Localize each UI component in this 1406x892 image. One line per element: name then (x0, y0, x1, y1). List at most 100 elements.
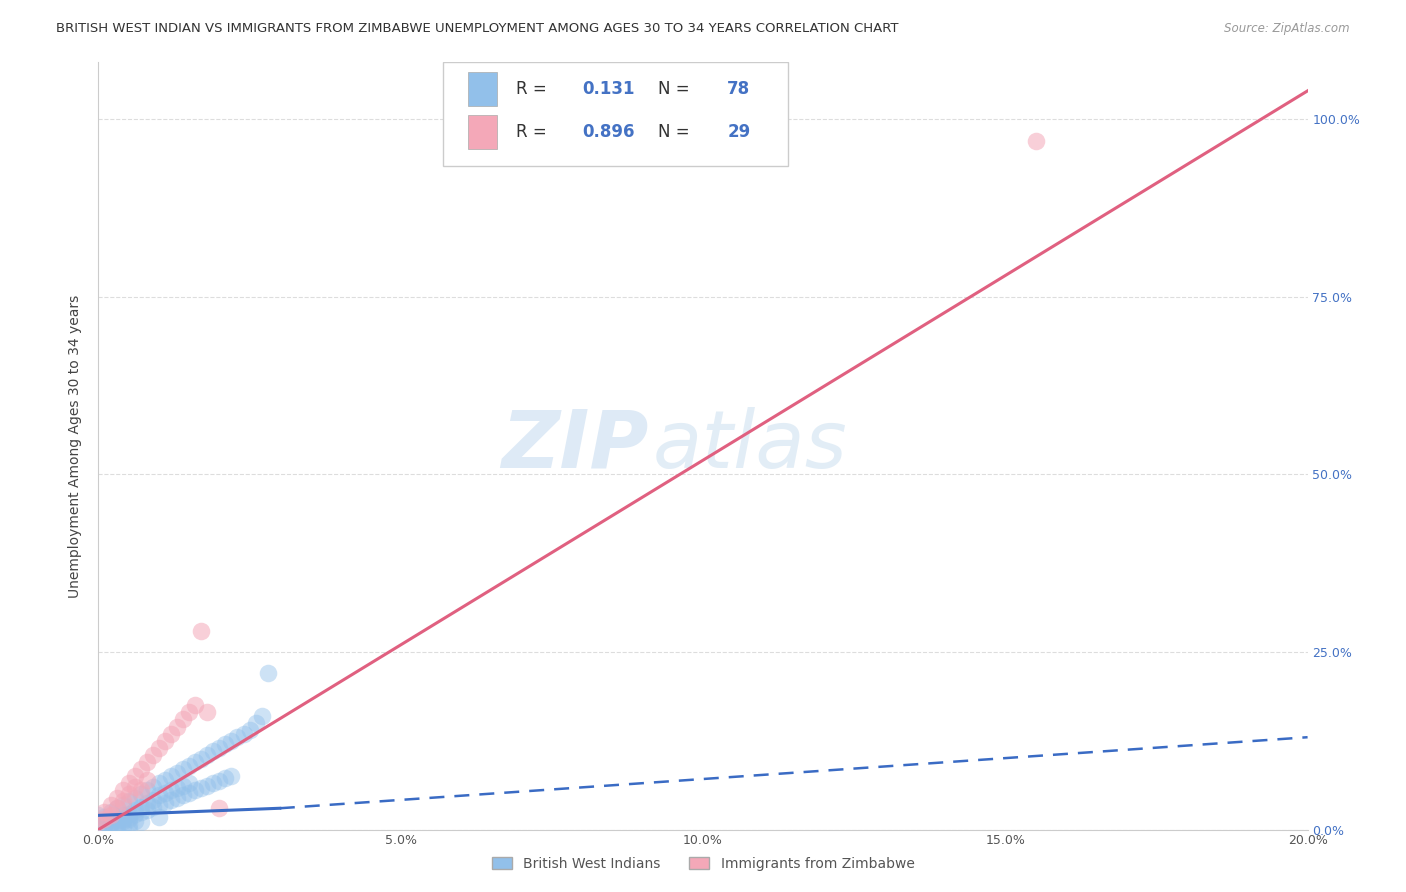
Point (87, 815, 110, 830)
Point (142, 800, 165, 814)
Point (184, 755, 207, 769)
Text: BRITISH WEST INDIAN VS IMMIGRANTS FROM ZIMBABWE UNEMPLOYMENT AMONG AGES 30 TO 34: BRITISH WEST INDIAN VS IMMIGRANTS FROM Z… (56, 22, 898, 36)
Point (202, 776, 225, 790)
Text: 0.131: 0.131 (582, 80, 634, 98)
FancyBboxPatch shape (443, 62, 787, 166)
Point (256, 666, 278, 681)
Point (214, 737, 236, 751)
Point (153, 772, 176, 787)
Point (111, 820, 134, 834)
Point (124, 769, 146, 783)
Point (208, 740, 231, 755)
Point (135, 783, 157, 797)
Point (105, 801, 128, 815)
Point (184, 698, 207, 713)
Point (105, 801, 128, 815)
Point (172, 779, 194, 793)
Point (214, 772, 236, 786)
Point (195, 706, 218, 720)
Point (111, 797, 134, 812)
Text: 78: 78 (727, 80, 751, 98)
Point (142, 793, 165, 807)
Point (160, 793, 183, 807)
Point (105, 817, 128, 831)
Point (100, 808, 122, 822)
Point (118, 806, 141, 821)
Point (179, 776, 201, 790)
Point (148, 810, 170, 824)
Point (166, 790, 188, 805)
Point (118, 787, 141, 801)
Point (100, 805, 122, 819)
Point (118, 822, 141, 836)
Point (100, 815, 122, 830)
Point (105, 790, 128, 805)
Point (179, 786, 201, 800)
Point (124, 790, 146, 805)
Point (172, 713, 194, 727)
Point (148, 789, 170, 803)
Point (166, 765, 188, 780)
Point (135, 772, 157, 787)
Point (111, 812, 134, 826)
Point (172, 762, 194, 776)
Point (190, 624, 212, 638)
Text: Source: ZipAtlas.com: Source: ZipAtlas.com (1225, 22, 1350, 36)
Point (153, 733, 176, 747)
Point (184, 783, 207, 797)
FancyBboxPatch shape (468, 115, 498, 148)
Point (190, 751, 212, 765)
Text: 29: 29 (727, 122, 751, 141)
Text: R =: R = (516, 80, 551, 98)
Point (105, 821, 128, 835)
Point (100, 816, 122, 830)
Point (232, 726, 254, 740)
Point (153, 786, 176, 800)
Point (93, 812, 115, 826)
Point (93, 818, 115, 832)
Point (105, 814, 128, 828)
Point (195, 747, 218, 762)
Point (129, 762, 152, 776)
Text: N =: N = (658, 80, 695, 98)
Point (160, 769, 183, 783)
FancyBboxPatch shape (468, 72, 498, 106)
Point (124, 803, 146, 817)
Point (118, 817, 141, 831)
Point (221, 733, 243, 747)
Point (208, 774, 231, 789)
Text: ZIP: ZIP (501, 407, 648, 485)
Point (129, 783, 152, 797)
Point (124, 806, 146, 821)
Point (111, 808, 134, 822)
Point (245, 716, 267, 731)
Point (202, 744, 225, 758)
Text: R =: R = (516, 122, 551, 141)
Point (153, 796, 176, 810)
Point (166, 720, 188, 734)
Text: N =: N = (658, 122, 695, 141)
Y-axis label: Unemployment Among Ages 30 to 34 years: Unemployment Among Ages 30 to 34 years (69, 294, 83, 598)
Point (93, 810, 115, 824)
Point (226, 730, 249, 744)
Point (129, 800, 152, 814)
Point (135, 755, 157, 769)
Point (172, 789, 194, 803)
Point (124, 814, 146, 828)
Point (148, 740, 170, 755)
Point (100, 797, 122, 812)
Point (118, 810, 141, 824)
Point (93, 805, 115, 819)
Point (160, 783, 183, 797)
Point (160, 726, 183, 740)
Point (190, 781, 212, 796)
Point (135, 796, 157, 810)
Point (148, 776, 170, 790)
Point (239, 723, 262, 738)
Point (118, 794, 141, 808)
Point (129, 805, 152, 819)
Text: atlas: atlas (652, 407, 846, 485)
Point (250, 709, 273, 723)
Point (135, 803, 157, 817)
Point (142, 780, 165, 794)
